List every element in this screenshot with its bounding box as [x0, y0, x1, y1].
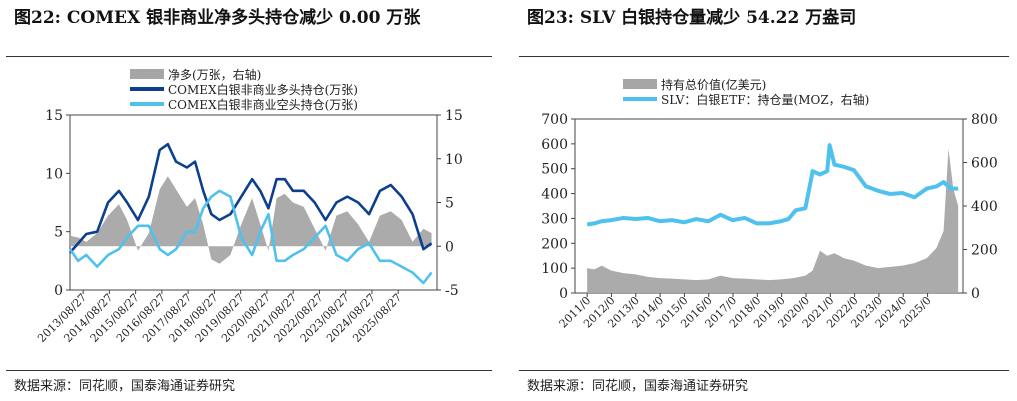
- legend-swatch: [623, 79, 657, 89]
- y-left-tick-label: 5: [54, 225, 63, 241]
- bottom-divider: [6, 370, 492, 371]
- source-note: 数据来源：同花顺，国泰海通证券研究: [14, 379, 236, 394]
- series-line: [68, 189, 433, 285]
- right-chart-panel: 图23: SLV 白银持仓量减少 54.22 万盎司 0 100 200 300 400…: [513, 0, 1017, 401]
- y-left-tick-label: 200: [541, 236, 568, 252]
- legend-label: COMEX白银非商业多头持仓(万张): [168, 82, 358, 97]
- bottom-divider: [519, 370, 1009, 371]
- y-right-tick-label: 10: [445, 152, 463, 168]
- chart-title: 图23: SLV 白银持仓量减少 54.22 万盎司: [527, 8, 857, 28]
- series-line: [69, 142, 433, 254]
- series-line: [586, 143, 959, 227]
- series-area: [70, 176, 432, 264]
- left-chart-svg: 051015-50510152013/08/272014/08/272015/0…: [35, 67, 463, 345]
- y-left-tick-label: 700: [541, 112, 568, 128]
- y-right-tick-label: 200: [971, 243, 998, 259]
- legend-label: COMEX白银非商业空头持仓(万张): [168, 97, 358, 112]
- y-left-tick-label: 600: [541, 137, 568, 153]
- y-right-tick-label: 0: [445, 239, 454, 255]
- y-right-tick-label: 600: [971, 156, 998, 172]
- series-area: [587, 148, 959, 293]
- y-right-tick-label: 15: [445, 108, 463, 124]
- chart-title: 图22: COMEX 银非商业净多头持仓减少 0.00 万张: [14, 8, 421, 28]
- y-left-tick-label: 400: [541, 187, 568, 203]
- y-right-tick-label: -5: [445, 283, 459, 299]
- y-left-tick-label: 0: [559, 286, 568, 302]
- y-left-tick-label: 0: [54, 283, 63, 299]
- y-left-tick-label: 300: [541, 211, 568, 227]
- y-right-tick-label: 5: [445, 196, 454, 212]
- legend-label: 持有总价值(亿美元): [661, 77, 766, 92]
- top-divider: [519, 56, 1009, 57]
- legend-swatch: [130, 69, 164, 79]
- top-divider: [6, 56, 492, 57]
- left-chart-panel: 图22: COMEX 银非商业净多头持仓减少 0.00 万张 0 5 10 15 -5 0…: [0, 0, 500, 401]
- source-note: 数据来源：同花顺，国泰海通证券研究: [527, 379, 749, 394]
- y-right-tick-label: 800: [971, 112, 998, 128]
- y-right-tick-label: 400: [971, 199, 998, 215]
- y-left-tick-label: 500: [541, 162, 568, 178]
- y-right-tick-label: 0: [971, 286, 980, 302]
- y-left-tick-label: 10: [45, 166, 63, 182]
- right-chart-svg: 010020030040050060070002004006008002011/…: [541, 77, 998, 330]
- legend-label: 净多(万张，右轴): [168, 67, 261, 82]
- legend-label: SLV：白银ETF：持仓量(MOZ，右轴): [661, 92, 869, 107]
- y-left-tick-label: 15: [45, 108, 63, 124]
- y-left-tick-label: 100: [541, 261, 568, 277]
